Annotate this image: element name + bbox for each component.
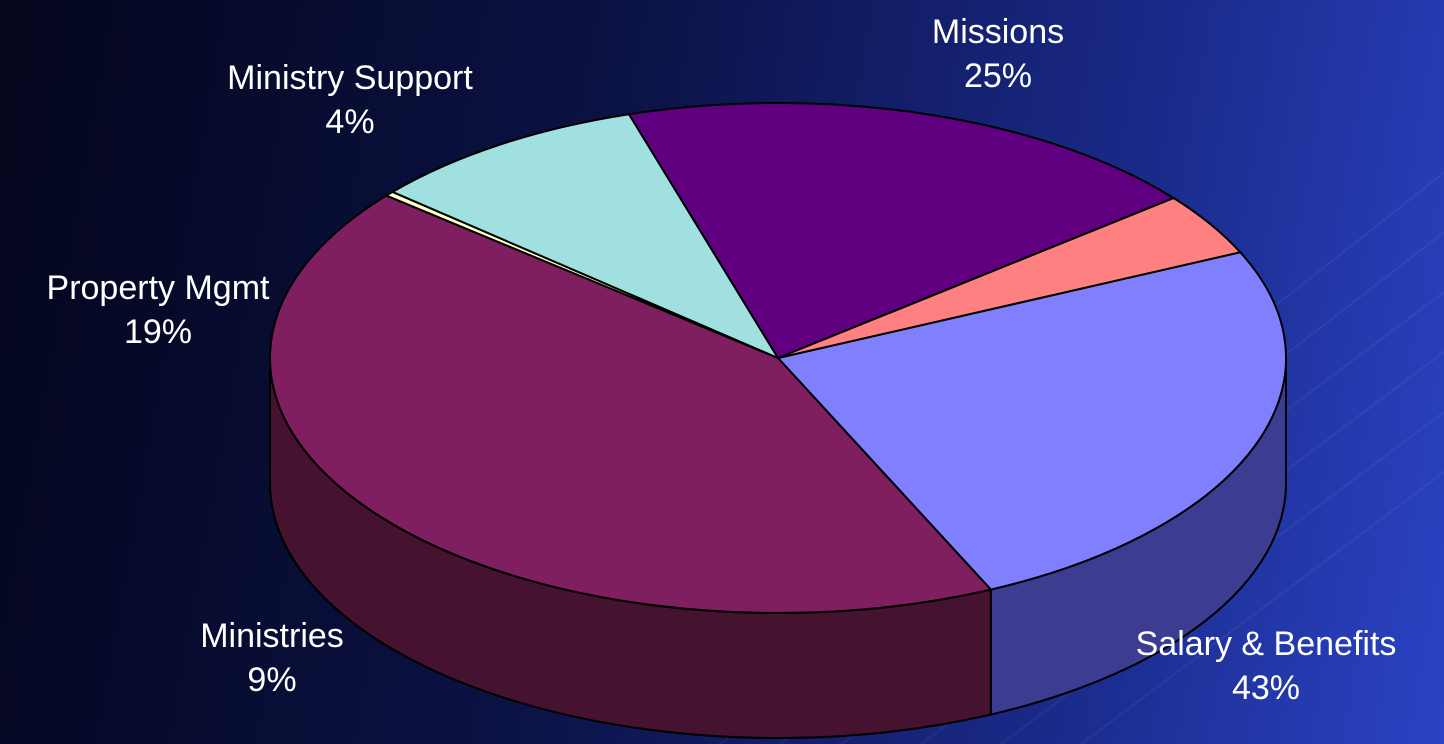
label-missions-name: Missions [931, 13, 1065, 51]
label-salary-benefits-name: Salary & Benefits [1135, 625, 1397, 663]
label-ministries-value: 9% [247, 661, 297, 699]
label-salary-benefits: Salary & Benefits 43% [1136, 622, 1397, 710]
label-ministries: Ministries 9% [200, 614, 344, 702]
pie-slice-missions-0 [777, 251, 1287, 591]
pie-slice-salary-benefits-1 [269, 194, 992, 614]
label-property-mgmt-name: Property Mgmt [46, 269, 270, 307]
label-ministries-name: Ministries [200, 617, 344, 655]
label-property-mgmt: Property Mgmt 19% [47, 266, 270, 354]
label-property-mgmt-value: 19% [123, 313, 193, 351]
pie-slice-ministries-3 [391, 113, 779, 359]
label-missions-value: 25% [963, 57, 1033, 95]
label-ministry-support: Ministry Support 4% [227, 56, 473, 144]
pie-slice-ministry-support-5 [777, 197, 1242, 359]
label-missions: Missions 25% [932, 10, 1064, 98]
pie-tops [269, 102, 1287, 614]
label-salary-benefits-value: 43% [1231, 669, 1301, 707]
pie-slice-property-mgmt-4 [628, 102, 1175, 359]
label-ministry-support-value: 4% [325, 103, 375, 141]
label-ministry-support-name: Ministry Support [227, 59, 473, 97]
